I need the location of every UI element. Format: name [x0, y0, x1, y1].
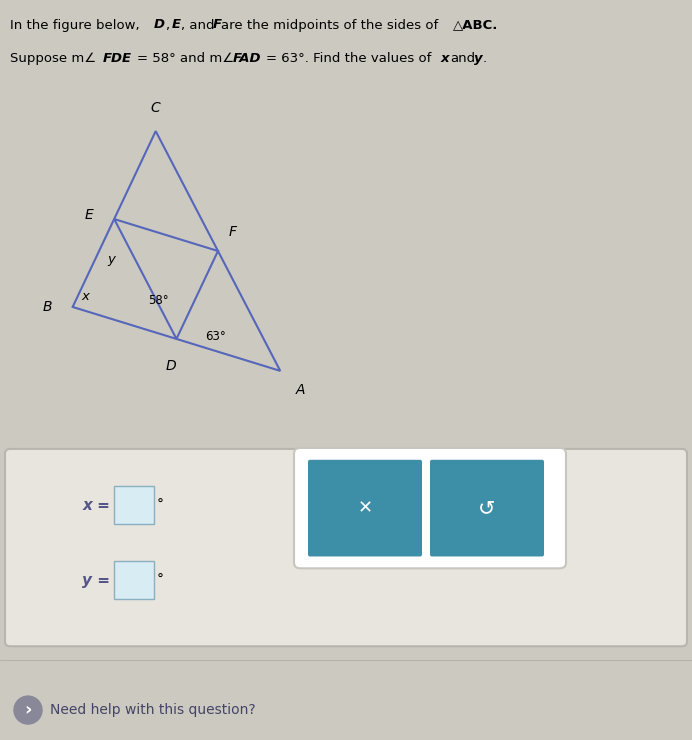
Text: ↺: ↺: [478, 498, 495, 518]
Text: x: x: [82, 291, 89, 303]
Text: FAD: FAD: [233, 52, 261, 65]
Text: E: E: [84, 208, 93, 222]
Text: and: and: [450, 52, 475, 65]
Text: △ABC.: △ABC.: [453, 18, 499, 32]
FancyBboxPatch shape: [294, 448, 566, 568]
Text: F: F: [228, 225, 237, 239]
Text: , and: , and: [181, 18, 215, 32]
Text: °: °: [157, 498, 164, 512]
Text: y: y: [108, 253, 116, 266]
Text: 58°: 58°: [148, 295, 169, 307]
Text: F: F: [213, 18, 222, 32]
Text: x: x: [441, 52, 449, 65]
Text: ›: ›: [24, 701, 32, 719]
Text: ✕: ✕: [358, 500, 372, 517]
FancyBboxPatch shape: [5, 449, 687, 646]
Text: FDE: FDE: [102, 52, 131, 65]
Circle shape: [14, 696, 42, 724]
Text: = 58° and m∠: = 58° and m∠: [137, 52, 234, 65]
Text: C: C: [151, 101, 161, 115]
Text: y =: y =: [82, 573, 110, 588]
FancyBboxPatch shape: [114, 486, 154, 524]
FancyBboxPatch shape: [114, 562, 154, 599]
Text: are the midpoints of the sides of: are the midpoints of the sides of: [221, 18, 439, 32]
Text: In the figure below,: In the figure below,: [10, 18, 140, 32]
Text: D: D: [166, 359, 176, 373]
Text: = 63°. Find the values of: = 63°. Find the values of: [266, 52, 432, 65]
Text: x =: x =: [82, 498, 110, 513]
Text: D: D: [154, 18, 165, 32]
Text: .: .: [482, 52, 486, 65]
Text: A: A: [296, 383, 305, 397]
Text: ,: ,: [165, 18, 169, 32]
Text: Suppose m∠: Suppose m∠: [10, 52, 96, 65]
Text: y: y: [474, 52, 482, 65]
FancyBboxPatch shape: [308, 460, 422, 556]
Text: E: E: [172, 18, 181, 32]
Text: Need help with this question?: Need help with this question?: [50, 703, 255, 717]
Text: B: B: [42, 300, 52, 314]
FancyBboxPatch shape: [430, 460, 544, 556]
Text: °: °: [157, 574, 164, 587]
Text: 63°: 63°: [205, 331, 226, 343]
